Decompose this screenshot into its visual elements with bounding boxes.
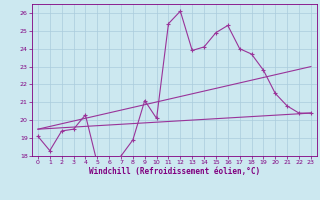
- X-axis label: Windchill (Refroidissement éolien,°C): Windchill (Refroidissement éolien,°C): [89, 167, 260, 176]
